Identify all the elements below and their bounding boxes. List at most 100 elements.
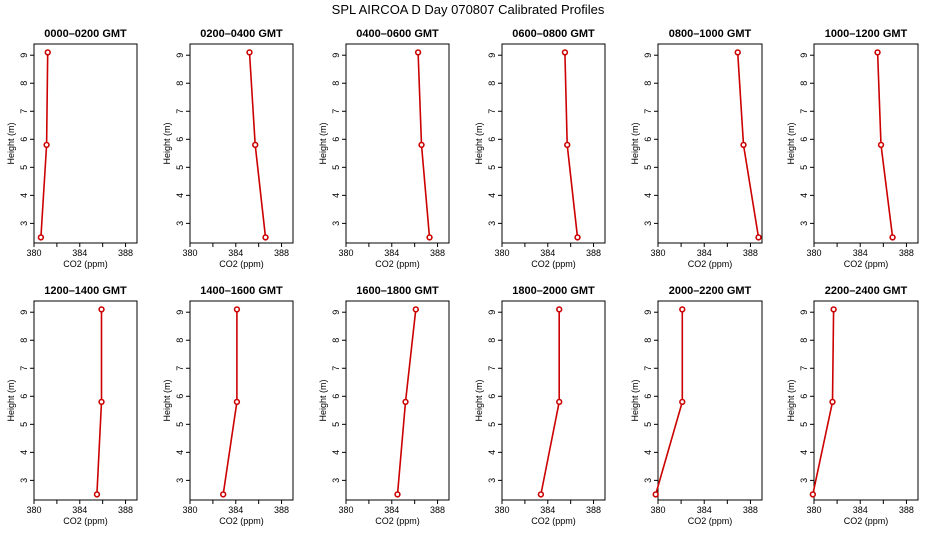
y-tick-label: 7	[19, 366, 29, 371]
y-tick-label: 8	[175, 81, 185, 86]
x-axis-label: CO2 (ppm)	[844, 259, 889, 269]
panel-title: 0200–0400 GMT	[200, 28, 283, 40]
y-tick-label: 3	[643, 478, 653, 483]
x-tick-label: 380	[494, 248, 509, 258]
data-point	[755, 234, 762, 241]
y-tick-label: 4	[799, 193, 809, 198]
data-point	[734, 49, 741, 56]
y-axis-label: Height (m)	[162, 122, 172, 164]
y-tick-label: 3	[799, 221, 809, 226]
y-tick-label: 4	[487, 450, 497, 455]
y-tick-label: 9	[175, 310, 185, 315]
y-tick-label: 9	[19, 53, 29, 58]
y-tick-label: 5	[19, 422, 29, 427]
y-tick-label: 8	[799, 81, 809, 86]
y-tick-label: 5	[643, 165, 653, 170]
x-tick-label: 388	[118, 505, 133, 515]
plot-frame	[813, 43, 919, 244]
y-tick-label: 4	[19, 193, 29, 198]
y-tick-label: 9	[643, 53, 653, 58]
data-point	[537, 491, 545, 498]
x-axis-label: CO2 (ppm)	[375, 259, 420, 269]
y-tick-label: 8	[331, 338, 341, 343]
y-tick-label: 8	[643, 81, 653, 86]
panel-title: 0600–0800 GMT	[512, 28, 595, 40]
panel-12: 2200–2400 GMT 380 384 388 3 4 5 6 7 8 9 CO2 (ppm) He…	[786, 285, 919, 526]
y-tick-label: 7	[487, 366, 497, 371]
panel-title: 0400–0600 GMT	[356, 28, 439, 40]
panel-title: 0000–0200 GMT	[44, 28, 127, 40]
x-tick-label: 384	[697, 248, 712, 258]
y-tick-label: 6	[19, 394, 29, 399]
data-point	[414, 49, 422, 56]
plot-frame	[33, 43, 138, 244]
panel-8: 1400–1600 GMT 380 384 388 3 4 5 6 7 8 9 CO2 (ppm) He…	[162, 285, 294, 526]
y-tick-label: 3	[799, 478, 809, 483]
data-point	[809, 491, 817, 498]
x-tick-label: 388	[743, 248, 758, 258]
data-point	[556, 398, 563, 406]
data-point	[564, 141, 571, 149]
y-tick-label: 8	[487, 338, 497, 343]
data-point	[740, 141, 747, 149]
y-tick-label: 5	[175, 165, 185, 170]
y-tick-label: 6	[175, 394, 185, 399]
y-tick-label: 9	[643, 310, 653, 315]
y-tick-label: 9	[331, 310, 341, 315]
x-tick-label: 380	[494, 505, 509, 515]
x-tick-label: 380	[338, 505, 353, 515]
y-tick-label: 6	[19, 137, 29, 142]
data-point	[93, 491, 101, 498]
panel-7: 1200–1400 GMT 380 384 388 3 4 5 6 7 8 9 CO2 (ppm) He…	[6, 285, 138, 526]
data-point	[874, 49, 881, 56]
x-tick-label: 380	[26, 505, 41, 515]
y-tick-label: 3	[19, 478, 29, 483]
panel-5: 0800–1000 GMT 380 384 388 3 4 5 6 7 8 9 CO2 (ppm) He…	[630, 28, 763, 269]
plot-frame	[345, 300, 450, 501]
y-tick-label: 9	[487, 310, 497, 315]
data-point	[233, 306, 241, 313]
y-tick-label: 7	[175, 109, 185, 114]
data-point	[679, 398, 686, 406]
y-tick-label: 7	[175, 366, 185, 371]
x-tick-label: 384	[697, 505, 712, 515]
data-point	[262, 234, 269, 241]
x-tick-label: 388	[118, 248, 133, 258]
data-point	[98, 398, 105, 406]
data-point	[877, 141, 885, 149]
x-axis-label: CO2 (ppm)	[844, 516, 889, 526]
y-tick-label: 3	[643, 221, 653, 226]
panel-title: 2000–2200 GMT	[669, 285, 752, 297]
data-point	[252, 141, 259, 149]
x-tick-label: 384	[72, 248, 87, 258]
y-tick-label: 6	[799, 394, 809, 399]
data-point	[98, 306, 105, 313]
y-tick-label: 7	[331, 109, 341, 114]
plot-frame	[501, 300, 606, 501]
y-tick-label: 4	[175, 450, 185, 455]
y-axis-label: Height (m)	[630, 122, 640, 164]
x-tick-label: 380	[806, 248, 821, 258]
y-tick-label: 9	[799, 310, 809, 315]
data-point	[233, 398, 241, 406]
y-tick-label: 8	[331, 81, 341, 86]
x-tick-label: 388	[430, 505, 445, 515]
y-tick-label: 5	[799, 165, 809, 170]
y-tick-label: 7	[799, 366, 809, 371]
panel-3: 0400–0600 GMT 380 384 388 3 4 5 6 7 8 9 CO2 (ppm) He…	[318, 28, 450, 269]
y-tick-label: 4	[487, 193, 497, 198]
y-tick-label: 7	[643, 109, 653, 114]
plot-frame	[189, 43, 294, 244]
x-tick-label: 388	[274, 505, 289, 515]
y-tick-label: 6	[487, 394, 497, 399]
y-axis-label: Height (m)	[6, 379, 16, 421]
y-axis-label: Height (m)	[6, 122, 16, 164]
panel-10: 1800–2000 GMT 380 384 388 3 4 5 6 7 8 9 CO2 (ppm) He…	[474, 285, 606, 526]
y-tick-label: 4	[331, 450, 341, 455]
x-tick-label: 380	[26, 248, 41, 258]
x-axis-label: CO2 (ppm)	[219, 259, 264, 269]
x-tick-label: 388	[430, 248, 445, 258]
data-point	[246, 49, 253, 56]
